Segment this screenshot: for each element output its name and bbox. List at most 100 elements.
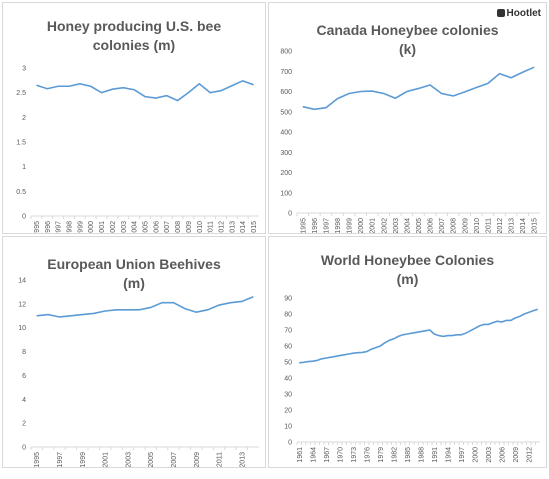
x-tick-label: 2005: [416, 218, 423, 233]
y-tick-label: 12: [18, 301, 26, 308]
y-tick-label: 100: [280, 190, 292, 197]
x-tick-label: 2013: [239, 452, 246, 467]
y-tick-label: 14: [18, 278, 26, 285]
chart-title: European Union Beehives (m): [47, 256, 221, 291]
x-tick-label: 1995: [300, 218, 307, 233]
x-tick-label: 2012: [219, 221, 226, 233]
y-tick-label: 6: [22, 373, 26, 380]
x-tick-label: 2010: [474, 218, 481, 233]
x-tick-label: 2012: [497, 218, 504, 233]
y-tick-label: 1: [22, 164, 26, 171]
y-tick-label: 2: [22, 115, 26, 122]
x-tick-label: 1997: [459, 447, 466, 463]
x-tick-label: 2003: [486, 447, 493, 463]
x-tick-label: 1973: [351, 447, 358, 463]
x-tick-label: 2012: [526, 447, 533, 463]
y-tick-label: 400: [280, 130, 292, 137]
x-tick-label: 1999: [80, 452, 87, 467]
chart: 0 100 200 300 400 500 600 700 800 1995 1996 1997 199…: [280, 49, 540, 233]
y-tick-label: 600: [280, 89, 292, 96]
x-tick-label: 2014: [240, 221, 247, 233]
y-tick-label: 0: [288, 211, 292, 218]
x-tick-label: 2001: [99, 221, 106, 233]
x-tick-label: 2005: [143, 221, 150, 233]
y-tick-label: 0: [22, 214, 26, 221]
x-tick-label: 2009: [462, 218, 469, 233]
x-tick-label: 2009: [194, 452, 201, 467]
x-tick-label: 2007: [164, 221, 171, 233]
y-tick-label: 90: [284, 296, 292, 303]
x-tick-label: 1994: [445, 447, 452, 463]
x-tick-label: 2011: [485, 218, 492, 233]
x-tick-label: 1998: [67, 221, 74, 233]
x-tick-label: 2001: [370, 218, 377, 233]
x-tick-label: 1995: [34, 221, 41, 233]
chart-panel: 0 100 200 300 400 500 600 700 800 1995 1996 1997 199…: [268, 2, 547, 234]
chart-title: Canada Honeybee colonies (k): [316, 22, 499, 57]
x-tick-label: 2001: [103, 452, 110, 467]
x-tick-label: 2007: [171, 452, 178, 467]
y-tick-label: 800: [280, 49, 292, 56]
chart-title: Honey producing U.S. bee colonies (m): [46, 18, 222, 53]
chart: 0 0.5 1 1.5 2 2.5 3 1995 1996 1997 1998 1999 2000 200…: [16, 66, 259, 233]
x-tick-label: 2006: [428, 218, 435, 233]
y-tick-label: 0.5: [16, 189, 26, 196]
y-tick-label: 2: [22, 421, 26, 428]
watermark: Hootlet: [496, 8, 541, 19]
y-tick-label: 2.5: [16, 90, 26, 97]
x-tick-label: 1996: [45, 221, 52, 233]
x-tick-label: 2010: [197, 221, 204, 233]
chart-panel: 0 0.5 1 1.5 2 2.5 3 1995 1996 1997 1998 1999 2000 200…: [2, 2, 266, 234]
y-tick-label: 500: [280, 109, 292, 116]
x-tick-label: 1964: [310, 447, 317, 463]
y-tick-label: 10: [284, 424, 292, 431]
chart-panel: 0 10 20 30 40 50 60 70 80 90 1961 1964 1967 1970 1973 1…: [268, 236, 547, 468]
x-tick-label: 1999: [77, 221, 84, 233]
y-tick-label: 200: [280, 170, 292, 177]
y-tick-label: 0: [288, 440, 292, 447]
data-line: [36, 79, 254, 102]
x-tick-label: 1996: [312, 218, 319, 233]
x-tick-label: 1970: [337, 447, 344, 463]
watermark-text: Hootlet: [506, 8, 541, 19]
x-tick-label: 2015: [251, 221, 258, 233]
x-tick-label: 1999: [347, 218, 354, 233]
x-tick-label: 1967: [324, 447, 331, 463]
x-tick-label: 2015: [532, 218, 539, 233]
y-tick-label: 60: [284, 344, 292, 351]
x-tick-label: 2002: [381, 218, 388, 233]
x-tick-label: 1982: [391, 447, 398, 463]
x-tick-label: 2005: [148, 452, 155, 467]
x-tick-label: 1988: [418, 447, 425, 463]
x-tick-label: 2006: [153, 221, 160, 233]
x-tick-label: 2008: [451, 218, 458, 233]
x-tick-label: 2011: [208, 221, 215, 233]
data-line: [299, 308, 539, 364]
x-tick-label: 1985: [405, 447, 412, 463]
y-tick-label: 30: [284, 392, 292, 399]
y-tick-label: 10: [18, 325, 26, 332]
y-tick-label: 0: [22, 445, 26, 452]
x-tick-label: 2006: [499, 447, 506, 463]
chart: 0 2 4 6 8 10 12 14 1995 1997 1999 2001 2003 2005 2007 2…: [18, 278, 259, 467]
y-tick-label: 70: [284, 328, 292, 335]
x-tick-label: 1979: [378, 447, 385, 463]
y-tick-label: 20: [284, 408, 292, 415]
x-tick-label: 1961: [297, 447, 304, 463]
x-tick-label: 1997: [56, 221, 63, 233]
x-tick-label: 2003: [125, 452, 132, 467]
x-tick-label: 2009: [186, 221, 193, 233]
y-tick-label: 80: [284, 312, 292, 319]
chart-panel: 0 2 4 6 8 10 12 14 1995 1997 1999 2001 2003 2005 2007 2…: [2, 236, 266, 468]
x-tick-label: 2000: [358, 218, 365, 233]
x-tick-label: 2000: [88, 221, 95, 233]
x-tick-label: 2000: [472, 447, 479, 463]
x-tick-label: 1997: [323, 218, 330, 233]
x-tick-label: 1997: [57, 452, 64, 467]
y-tick-label: 8: [22, 349, 26, 356]
x-tick-label: 2003: [121, 221, 128, 233]
data-line: [36, 295, 254, 318]
x-tick-label: 2007: [439, 218, 446, 233]
chart: 0 10 20 30 40 50 60 70 80 90 1961 1964 1967 1970 1973 1…: [284, 296, 540, 463]
